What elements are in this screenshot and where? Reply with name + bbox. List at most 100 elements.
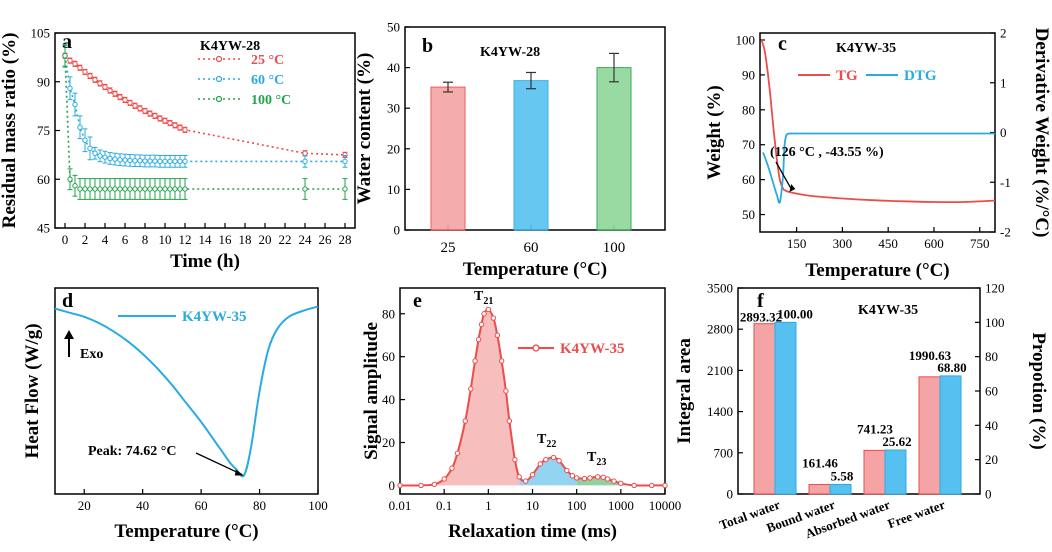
peak-label-t21: T21 bbox=[474, 289, 493, 307]
x-tick-label: 14 bbox=[199, 232, 213, 247]
data-point bbox=[177, 124, 183, 131]
data-point bbox=[62, 53, 68, 59]
peak-label-t23: T23 bbox=[587, 450, 606, 468]
panel-d: 20 40 60 80 100 Heat Flow (W/g) Temperature (°… bbox=[22, 287, 328, 542]
plot-frame bbox=[54, 287, 319, 495]
data-point bbox=[302, 150, 308, 156]
data-point bbox=[556, 458, 562, 464]
y-tick-label: 40 bbox=[382, 392, 395, 407]
y-tick-label: 10 bbox=[387, 182, 400, 197]
data-point bbox=[152, 113, 158, 119]
bar bbox=[513, 80, 549, 231]
legend-label: K4YW-35 bbox=[560, 341, 624, 357]
heat-flow-curve bbox=[54, 305, 319, 478]
y-tick-label: 60 bbox=[37, 172, 50, 187]
x-tick-label: 100 bbox=[603, 240, 626, 256]
y2-tick-label: 1 bbox=[1000, 75, 1007, 90]
annotation: (126 °C , -43.55 %) bbox=[770, 145, 884, 160]
data-point bbox=[581, 475, 588, 482]
x-tick-label: 60 bbox=[524, 240, 539, 256]
y-tick-label: 45 bbox=[37, 221, 50, 236]
data-point bbox=[587, 475, 593, 481]
data-point bbox=[543, 456, 549, 463]
y-tick-label: 50 bbox=[742, 207, 755, 222]
series-2: 100 °C bbox=[62, 44, 348, 200]
x-tick-label: 20 bbox=[259, 232, 272, 247]
y-tick-label: 700 bbox=[714, 445, 734, 460]
data-point bbox=[112, 156, 118, 162]
x-axis-label: Temperature (°C) bbox=[114, 521, 258, 542]
x-tick-label: 100 bbox=[308, 498, 328, 513]
data-point bbox=[107, 87, 113, 94]
y-tick-label: 40 bbox=[387, 60, 400, 75]
tg-curve bbox=[760, 39, 996, 204]
data-point bbox=[87, 186, 93, 192]
data-point bbox=[177, 186, 183, 192]
data-point bbox=[137, 186, 143, 192]
data-point bbox=[462, 418, 468, 424]
y2-tick-label: 120 bbox=[985, 281, 1005, 296]
data-point bbox=[127, 100, 133, 106]
legend-marker bbox=[215, 55, 223, 63]
bar-integral-area bbox=[753, 323, 776, 495]
data-point bbox=[342, 158, 348, 165]
data-point bbox=[522, 478, 529, 484]
data-point bbox=[662, 482, 668, 489]
x-tick-label: 12 bbox=[179, 232, 192, 247]
chart-title: K4YW-28 bbox=[200, 39, 260, 54]
y-tick-label: 60 bbox=[742, 172, 755, 187]
x-axis-label: Temperature (°C) bbox=[805, 260, 949, 281]
y-tick-label: 1400 bbox=[707, 404, 733, 419]
data-point bbox=[77, 186, 83, 192]
bar-value-label: 161.46 bbox=[802, 455, 838, 470]
bar bbox=[596, 67, 632, 231]
data-point bbox=[172, 186, 178, 192]
data-point bbox=[102, 154, 108, 160]
data-point bbox=[162, 186, 168, 192]
data-point bbox=[550, 454, 557, 461]
data-point bbox=[72, 183, 78, 189]
series-line bbox=[64, 55, 346, 156]
y2-tick-label: 40 bbox=[985, 418, 998, 433]
x-tick-label: 24 bbox=[299, 232, 313, 247]
annotation-arrow bbox=[195, 452, 243, 476]
data-point bbox=[122, 157, 128, 163]
bar-integral-area bbox=[863, 449, 886, 495]
data-point bbox=[142, 158, 148, 164]
data-point bbox=[127, 186, 133, 192]
x-tick-label: 1 bbox=[485, 498, 492, 513]
arrow-head bbox=[789, 184, 796, 193]
panel-c: 150 300 450 600 750 50 60 70 80 90 100 -2 -1 0 1 2 Weigh… bbox=[704, 26, 1052, 282]
series-0: 25 °C bbox=[62, 52, 348, 158]
data-point bbox=[516, 474, 522, 480]
y-tick-label: 80 bbox=[742, 102, 755, 117]
data-point bbox=[157, 115, 163, 122]
plot-frame bbox=[399, 287, 666, 495]
data-point bbox=[137, 158, 143, 164]
panel-label: d bbox=[62, 290, 73, 312]
signal-curve bbox=[399, 308, 665, 487]
data-point bbox=[152, 158, 158, 164]
data-point bbox=[87, 145, 93, 152]
x-tick-label: 10000 bbox=[649, 498, 682, 513]
y-tick-label: 20 bbox=[387, 141, 400, 156]
y2-axis-label: Propotion (%) bbox=[1028, 332, 1049, 449]
legend-label: 25 °C bbox=[251, 53, 284, 68]
data-point bbox=[132, 103, 138, 109]
panel-b: 0 10 20 30 40 50 Water content (%) Temperature … bbox=[354, 20, 666, 280]
y-tick-label: 20 bbox=[382, 435, 395, 450]
data-point bbox=[82, 69, 88, 75]
y2-tick-label: 100 bbox=[985, 315, 1005, 330]
y-tick-label: 105 bbox=[31, 26, 51, 41]
y-tick-label: 3500 bbox=[707, 281, 733, 296]
data-point bbox=[92, 186, 98, 192]
peak-label-sub: 23 bbox=[596, 457, 606, 468]
data-point bbox=[649, 482, 655, 489]
x-tick-label: 600 bbox=[924, 236, 944, 251]
data-point bbox=[92, 150, 98, 156]
data-point bbox=[485, 306, 492, 313]
chart-title: K4YW-28 bbox=[480, 45, 540, 60]
x-tick-label: 40 bbox=[136, 498, 149, 513]
y-tick-label: 90 bbox=[742, 67, 755, 82]
x-tick-label: 10 bbox=[159, 232, 172, 247]
